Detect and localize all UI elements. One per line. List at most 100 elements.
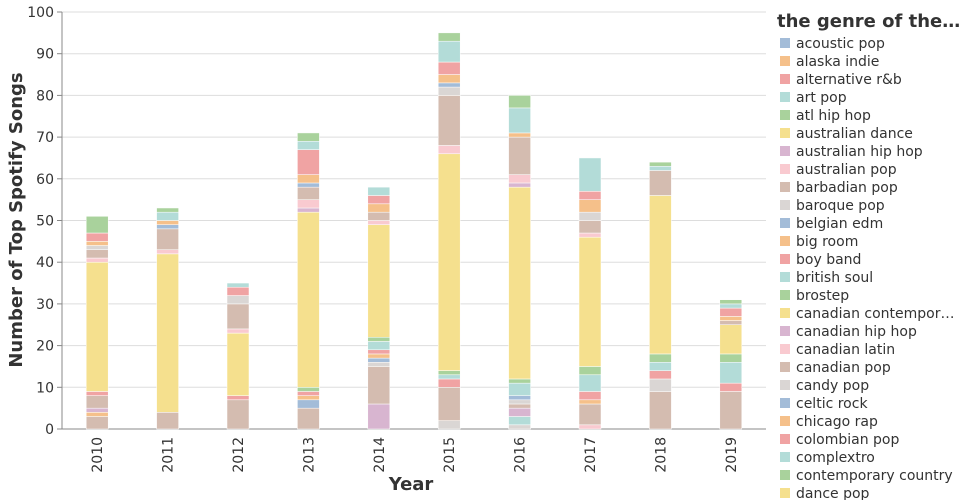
legend-label: australian dance — [796, 126, 913, 142]
bar-segment — [226, 295, 250, 305]
legend-swatch — [780, 470, 790, 480]
bar-segment — [719, 362, 743, 384]
bar-segment — [578, 403, 602, 426]
bar-segment — [437, 145, 461, 155]
bar-segment — [719, 316, 743, 321]
legend-swatch — [780, 38, 790, 48]
bar-segment — [297, 211, 320, 388]
bar-segment — [367, 366, 391, 405]
bar-segment — [578, 199, 602, 213]
legend-swatch — [780, 452, 790, 462]
bar-segment — [437, 387, 461, 421]
bar-segment — [578, 191, 602, 200]
bar-segment — [85, 416, 109, 430]
x-tick-label: 2017 — [583, 437, 599, 473]
legend-swatch — [780, 326, 790, 336]
x-tick-label: 2014 — [372, 437, 388, 473]
y-tick-label: 0 — [45, 422, 54, 438]
bar-segment — [508, 378, 531, 384]
bar-segment — [85, 395, 109, 409]
legend-swatch — [780, 362, 790, 372]
bar-segment — [649, 195, 672, 355]
bar-segment — [508, 174, 531, 184]
legend-label: colombian pop — [796, 432, 899, 448]
bar-segment — [297, 182, 320, 188]
bar-segment — [578, 157, 602, 192]
x-tick-label: 2019 — [724, 437, 740, 473]
bar-segment — [367, 362, 391, 367]
bar-segment — [508, 95, 531, 109]
bar-segment — [367, 341, 391, 351]
legend-swatch — [780, 380, 790, 390]
bar-segment — [719, 320, 743, 325]
bar-segment — [649, 391, 672, 430]
bar-segment — [297, 395, 320, 401]
bar-segment — [156, 211, 179, 221]
legend-swatch — [780, 164, 790, 174]
x-tick-label: 2011 — [161, 437, 177, 473]
bar-segment — [226, 282, 250, 288]
bar-segment — [226, 399, 250, 430]
bar-segment — [226, 286, 250, 296]
y-tick-label: 80 — [36, 88, 54, 104]
bar-segment — [508, 382, 531, 396]
bar-segment — [508, 186, 531, 380]
x-tick-label: 2016 — [513, 437, 529, 473]
bar-segment — [297, 149, 320, 175]
bar-segment — [367, 357, 391, 363]
bar-segment — [578, 211, 602, 221]
bar-segment — [437, 374, 461, 380]
legend-label: brostep — [796, 288, 849, 304]
bar-segment — [156, 253, 179, 413]
legend-label: boy band — [796, 252, 861, 268]
x-tick-label: 2010 — [90, 437, 106, 473]
bar-segment — [367, 224, 391, 338]
bar-segment — [226, 332, 250, 396]
bar-segment — [367, 403, 391, 430]
bar-segment — [156, 228, 179, 250]
bar-segment — [508, 407, 531, 417]
bar-segment — [85, 216, 109, 234]
bar-segment — [437, 61, 461, 75]
legend-label: australian hip hop — [796, 144, 923, 160]
legend-swatch — [780, 56, 790, 66]
legend-swatch — [780, 488, 790, 498]
bar-segment — [297, 199, 320, 209]
bar-segment — [578, 374, 602, 392]
bar-segment — [437, 153, 461, 371]
bar-segment — [437, 82, 461, 88]
bar-segment — [297, 399, 320, 409]
bar-segment — [367, 203, 391, 213]
bar-segment — [508, 416, 531, 426]
bar-segment — [297, 186, 320, 200]
bar-segment — [297, 391, 320, 396]
bar-segment — [508, 182, 531, 188]
legend-swatch — [780, 398, 790, 408]
bar-segment — [578, 424, 602, 430]
bar-segment — [85, 257, 109, 263]
legend-label: alaska indie — [796, 54, 879, 70]
bar-segment — [156, 207, 179, 213]
bar-segment — [297, 174, 320, 184]
bar-segment — [85, 232, 109, 242]
legend-label: australian pop — [796, 162, 897, 178]
bar-segment — [719, 353, 743, 363]
bar-segment — [156, 220, 179, 225]
legend-label: belgian edm — [796, 216, 883, 232]
bar-segment — [85, 241, 109, 246]
legend-swatch — [780, 218, 790, 228]
bar-segment — [437, 95, 461, 146]
y-tick-label: 50 — [36, 214, 54, 230]
legend-label: canadian hip hop — [796, 324, 917, 340]
bar-segment — [437, 32, 461, 42]
bar-segment — [85, 407, 109, 413]
bar-segment — [297, 207, 320, 213]
bar-segment — [578, 236, 602, 367]
y-tick-label: 90 — [36, 47, 54, 63]
legend-swatch — [780, 290, 790, 300]
bar-segment — [578, 391, 602, 401]
legend-label: british soul — [796, 270, 873, 286]
bar-segment — [508, 399, 531, 405]
bar-segment — [649, 166, 672, 171]
